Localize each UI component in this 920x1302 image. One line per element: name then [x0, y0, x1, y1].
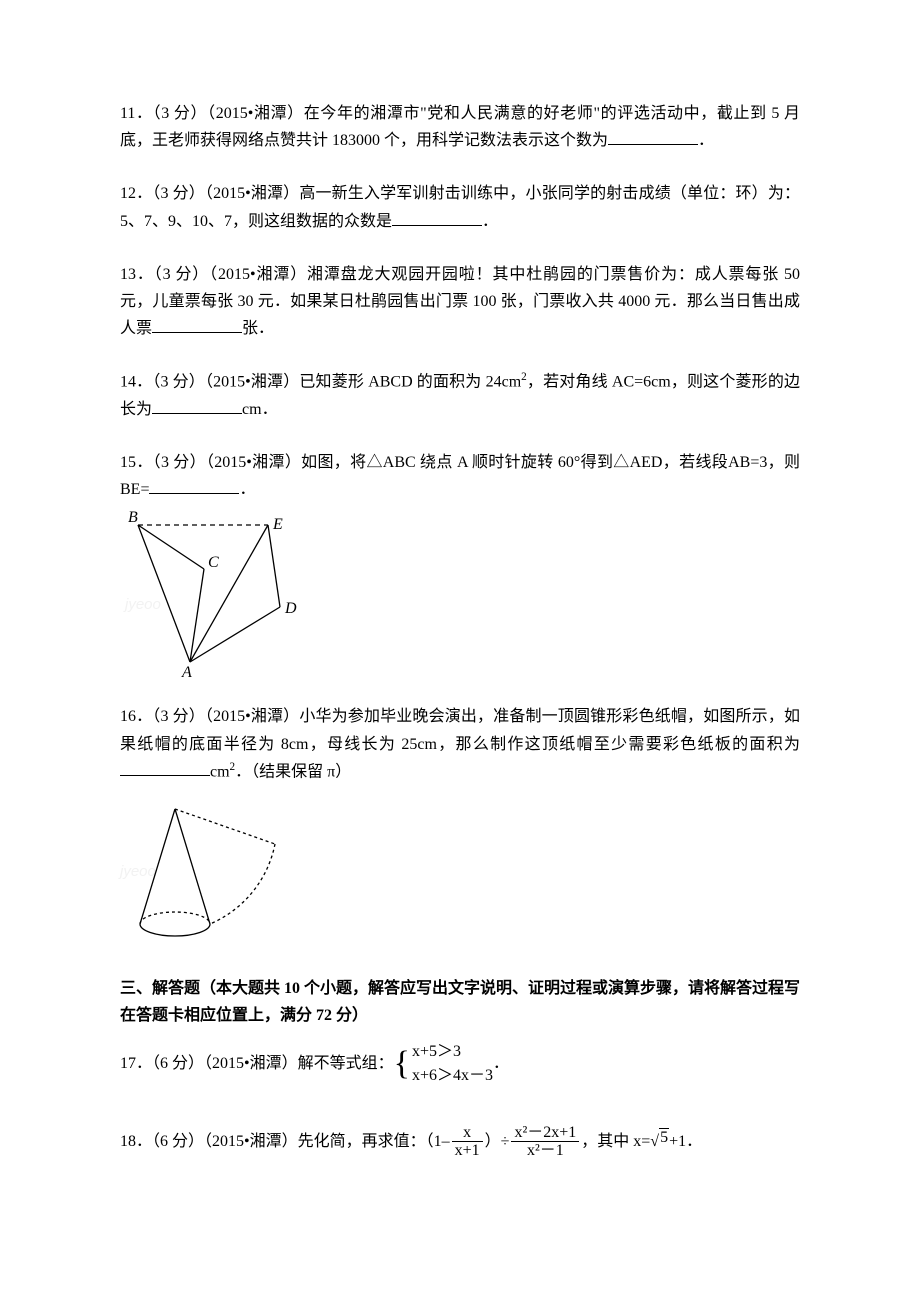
q15-diagram: jyeoo B E C D A — [120, 507, 800, 677]
blank — [152, 317, 242, 333]
f2-den: x²－1 — [511, 1142, 579, 1160]
question-14: 14．（3 分）（2015•湘潭）已知菱形 ABCD 的面积为 24cm2，若对… — [120, 368, 800, 423]
label-A: A — [181, 664, 192, 677]
label-D: D — [284, 600, 297, 617]
label-B: B — [128, 509, 138, 526]
triangle-rotation-diagram: B E C D A — [120, 507, 310, 677]
f1-den: x+1 — [452, 1142, 483, 1160]
blank — [149, 478, 239, 494]
q16-diagram: jyeoo — [120, 789, 800, 949]
sqrt-5: √5 — [650, 1128, 669, 1155]
label-C: C — [208, 554, 219, 571]
q15-suffix: ． — [239, 481, 255, 498]
label-E: E — [272, 516, 283, 533]
question-12: 12．（3 分）（2015•湘潭）高一新生入学军训射击训练中，小张同学的射击成绩… — [120, 180, 800, 234]
q14-suffix: cm． — [242, 401, 278, 418]
question-17: 17．（6 分）（2015•湘潭）解不等式组： { x+5＞3 x+6＞4x－3… — [120, 1040, 800, 1088]
fraction-2: x²－2x+1 x²－1 — [511, 1124, 579, 1160]
q14-prefix: 14．（3 分）（2015•湘潭）已知菱形 ABCD 的面积为 24cm — [120, 374, 521, 391]
inequality-system: { x+5＞3 x+6＞4x－3 — [394, 1040, 493, 1088]
q16-prefix: 16．（3 分）（2015•湘潭）小华为参加毕业晚会演出，准备制一顶圆锥形彩色纸… — [120, 708, 800, 752]
question-18: 18．（6 分）（2015•湘潭）先化简，再求值：（1– x x+1 ）÷ x²… — [120, 1124, 800, 1160]
blank — [152, 398, 242, 414]
q11-suffix: ． — [698, 132, 714, 149]
q12-suffix: ． — [482, 213, 498, 230]
blank — [392, 210, 482, 226]
q18-suffix: +1． — [669, 1128, 702, 1155]
question-11: 11．（3 分）（2015•湘潭）在今年的湘潭市"党和人民满意的好老师"的评选活… — [120, 100, 800, 154]
q17-suffix: ． — [493, 1050, 509, 1077]
q16-unit: cm — [210, 763, 230, 780]
left-brace-icon: { — [394, 1047, 410, 1081]
blank — [120, 760, 210, 776]
q18-prefix: 18．（6 分）（2015•湘潭）先化简，再求值：（1– — [120, 1128, 450, 1155]
q17-prefix: 17．（6 分）（2015•湘潭）解不等式组： — [120, 1050, 394, 1077]
blank — [608, 129, 698, 145]
cone-unrolled-diagram — [120, 789, 300, 949]
ineq-line2: x+6＞4x－3 — [412, 1064, 493, 1088]
section-3-heading: 三、解答题（本大题共 10 个小题，解答应写出文字说明、证明过程或演算步骤，请将… — [120, 975, 800, 1029]
question-15: 15．（3 分）（2015•湘潭）如图，将△ABC 绕点 A 顺时针旋转 60°… — [120, 449, 800, 677]
question-13: 13．（3 分）（2015•湘潭）湘潭盘龙大观园开园啦！其中杜鹃园的门票售价为：… — [120, 261, 800, 343]
f2-num: x²－2x+1 — [511, 1124, 579, 1143]
q18-mid2: ，其中 x= — [581, 1128, 650, 1155]
question-16: 16．（3 分）（2015•湘潭）小华为参加毕业晚会演出，准备制一顶圆锥形彩色纸… — [120, 703, 800, 949]
q13-suffix: 张． — [242, 320, 274, 337]
f1-num: x — [452, 1124, 483, 1143]
q16-suffix: ．（结果保留 π） — [235, 763, 351, 780]
ineq-line1: x+5＞3 — [412, 1040, 493, 1064]
fraction-1: x x+1 — [452, 1124, 483, 1160]
q18-mid1: ）÷ — [485, 1128, 510, 1155]
